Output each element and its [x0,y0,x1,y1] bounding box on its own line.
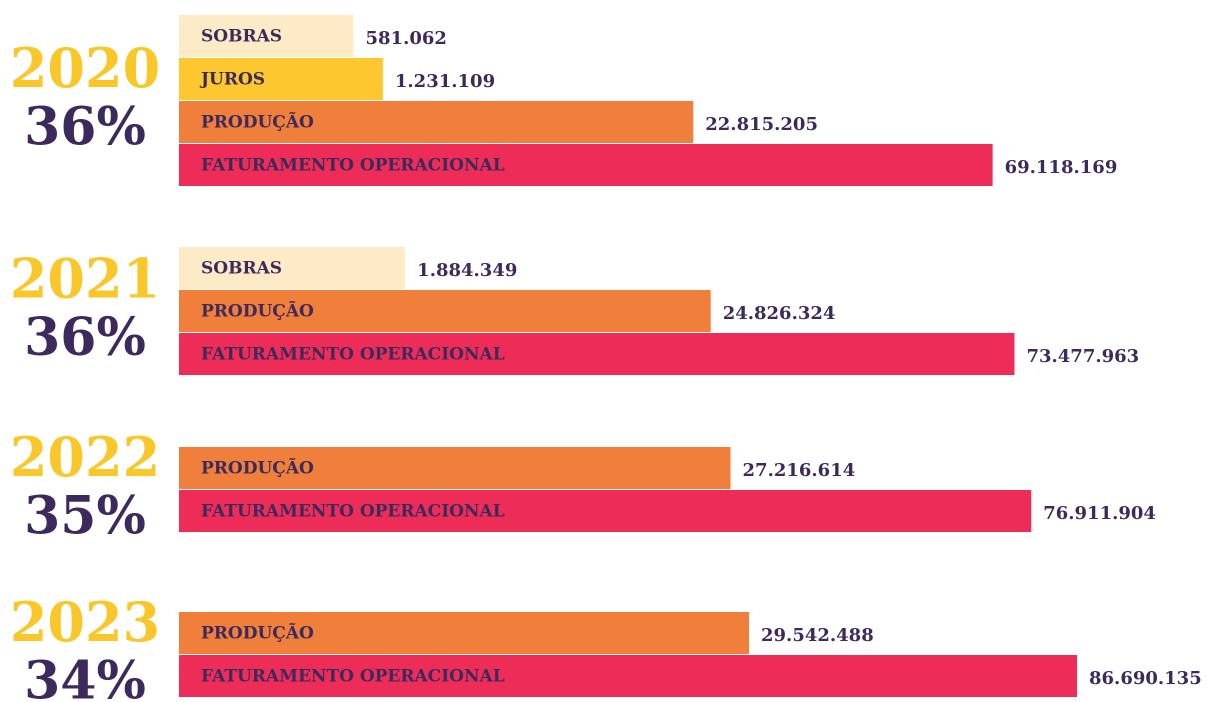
value-label: 1.231.109 [395,71,495,92]
bar [179,15,354,57]
bar [179,333,1015,375]
value-label: 29.542.488 [761,625,874,646]
bar-label: FATURAMENTO OPERACIONAL [201,345,505,365]
bar-label: FATURAMENTO OPERACIONAL [201,502,505,522]
value-label: 24.826.324 [723,303,836,324]
share: 36% [24,307,146,368]
bar [179,290,711,332]
bar [179,144,993,186]
bar-label: PRODUÇÃO [201,622,314,644]
bar-label: PRODUÇÃO [201,457,314,479]
bar [179,655,1077,697]
year: 2020 [10,36,160,100]
bar-label: FATURAMENTO OPERACIONAL [201,667,505,687]
bar [179,447,731,489]
bar-label: PRODUÇÃO [201,300,314,322]
value-label: 86.690.135 [1089,668,1202,689]
bar-label: FATURAMENTO OPERACIONAL [201,156,505,176]
bar-label: JUROS [199,70,265,90]
year: 2022 [10,425,160,489]
value-label: 69.118.169 [1005,157,1118,178]
value-label: 22.815.205 [705,114,818,135]
share: 35% [24,486,146,547]
bar-label: SOBRAS [201,259,282,279]
bar-label: PRODUÇÃO [201,111,314,133]
bar [179,101,694,143]
bar [179,612,750,654]
value-label: 73.477.963 [1026,346,1139,367]
bar [179,247,406,289]
year: 2023 [10,590,160,654]
value-label: 27.216.614 [743,460,856,481]
share: 34% [24,651,146,702]
year: 2021 [10,247,160,311]
value-label: 1.884.349 [417,260,517,281]
value-label: 581.062 [366,28,447,49]
bar [179,58,383,100]
bar [179,490,1032,532]
share: 36% [24,97,146,158]
value-label: 76.911.904 [1043,503,1156,524]
bar-label: SOBRAS [201,27,282,47]
